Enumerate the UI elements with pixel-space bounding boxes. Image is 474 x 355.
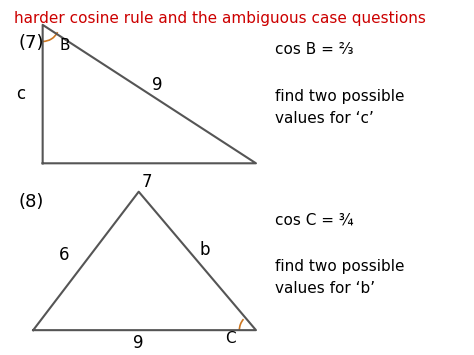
Text: (8): (8) [19, 193, 45, 211]
Text: harder cosine rule and the ambiguous case questions: harder cosine rule and the ambiguous cas… [14, 11, 426, 26]
Text: c: c [16, 85, 25, 103]
Text: C: C [225, 332, 236, 346]
Text: find two possible
values for ‘b’: find two possible values for ‘b’ [275, 259, 404, 296]
Text: (7): (7) [19, 34, 45, 51]
Text: 9: 9 [152, 76, 162, 94]
Text: B: B [60, 38, 70, 53]
Text: 9: 9 [134, 334, 144, 352]
Text: b: b [200, 241, 210, 258]
Text: cos B = ⅔: cos B = ⅔ [275, 42, 354, 57]
Text: 7: 7 [142, 173, 152, 191]
Text: 6: 6 [59, 246, 70, 264]
Text: find two possible
values for ‘c’: find two possible values for ‘c’ [275, 89, 404, 126]
Text: cos C = ¾: cos C = ¾ [275, 213, 354, 228]
